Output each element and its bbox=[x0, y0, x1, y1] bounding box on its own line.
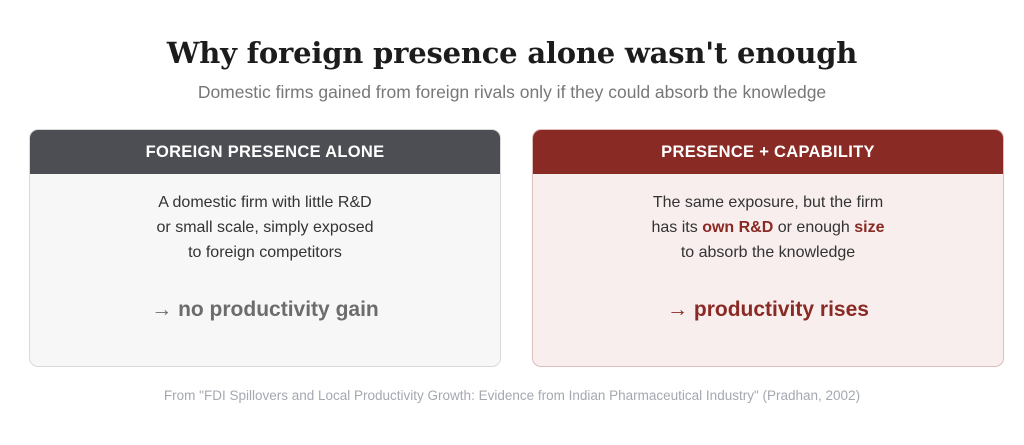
foreign-presence-alone-card: FOREIGN PRESENCE ALONE A domestic firm w… bbox=[29, 129, 501, 367]
presence-capability-card: PRESENCE + CAPABILITY The same exposure,… bbox=[532, 129, 1004, 367]
text-fragment: has its bbox=[651, 219, 703, 236]
text-fragment: or enough bbox=[773, 219, 855, 236]
description-line: to absorb the knowledge bbox=[680, 244, 856, 261]
own-rd-highlight: own R&D bbox=[702, 219, 774, 236]
page-title: Why foreign presence alone wasn't enough bbox=[166, 36, 858, 70]
description-line: The same exposure, but the firm bbox=[652, 194, 884, 211]
description-line: has its own R&D or enough size bbox=[533, 215, 1003, 240]
no-productivity-gain-outcome: → no productivity gain bbox=[151, 298, 379, 321]
description-line: A domestic firm with little R&D bbox=[158, 194, 372, 211]
productivity-rises-outcome: → productivity rises bbox=[667, 298, 869, 321]
size-highlight: size bbox=[854, 219, 885, 236]
page-subtitle: Domestic firms gained from foreign rival… bbox=[197, 82, 827, 102]
source-citation: From "FDI Spillovers and Local Productiv… bbox=[163, 388, 861, 403]
presence-capability-header: PRESENCE + CAPABILITY bbox=[533, 130, 1003, 174]
foreign-presence-alone-description: A domestic firm with little R&D or small… bbox=[30, 190, 500, 265]
presence-capability-description: The same exposure, but the firm has its … bbox=[533, 190, 1003, 265]
foreign-presence-alone-header: FOREIGN PRESENCE ALONE bbox=[30, 130, 500, 174]
description-line: or small scale, simply exposed bbox=[156, 219, 374, 236]
description-line: to foreign competitors bbox=[188, 244, 342, 261]
